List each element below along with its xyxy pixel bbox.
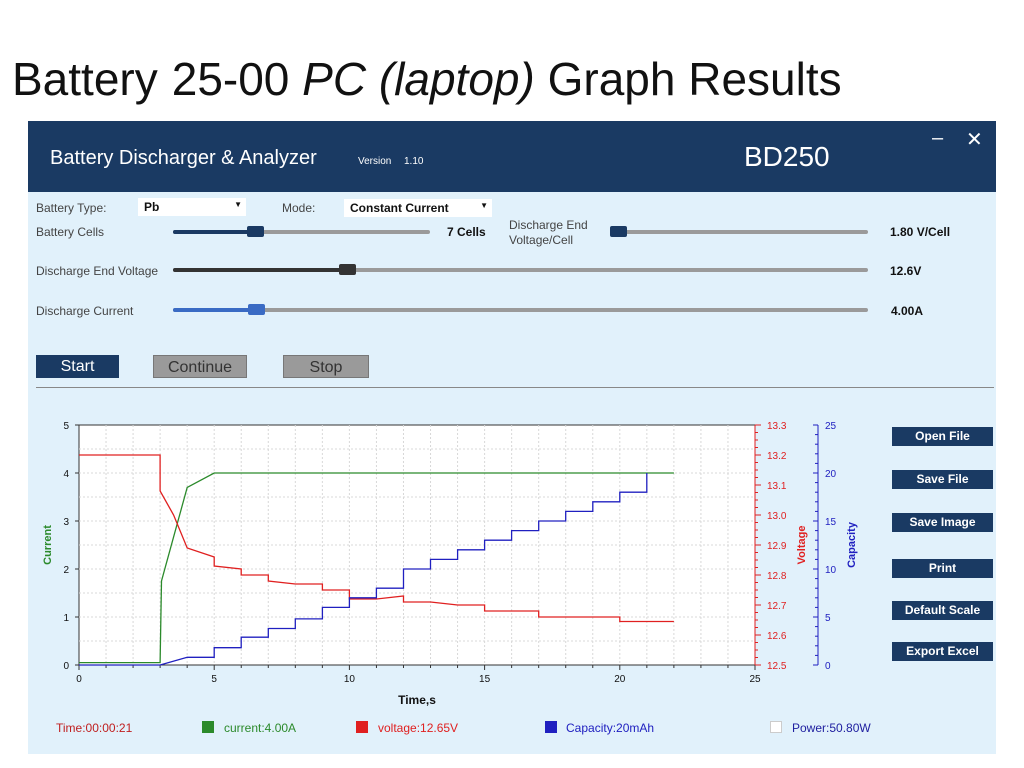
voltage-readout: voltage:12.65V	[378, 721, 459, 735]
title-bar: Battery Discharger & Analyzer Version 1.…	[28, 121, 996, 192]
x-tick-label: 25	[749, 674, 761, 685]
discharge-current-label: Discharge Current	[36, 304, 134, 318]
chart-axes: 0 5 10 15 20 25 0 1 2 3 4 5 12.5 12.6 12.7 12.8 12.9 13.0…	[63, 421, 836, 685]
voltage-tick-label: 13.2	[767, 451, 787, 462]
capacity-tick-label: 15	[825, 517, 837, 528]
x-tick-label: 10	[344, 674, 356, 685]
battery-cells-value: 7 Cells	[447, 225, 486, 239]
voltage-tick-label: 13.0	[767, 511, 787, 522]
time-readout: Time:00:00:21	[56, 721, 133, 735]
capacity-tick-label: 25	[825, 421, 837, 432]
slider-fill	[173, 230, 256, 234]
app-window: Battery Discharger & Analyzer Version 1.…	[28, 121, 996, 754]
battery-type-value: Pb	[144, 200, 160, 214]
version-value: 1.10	[404, 156, 424, 167]
app-name: Battery Discharger & Analyzer	[50, 147, 317, 169]
discharge-current-slider[interactable]	[173, 304, 868, 315]
slider-thumb[interactable]	[248, 304, 266, 315]
voltage-axis-label: Voltage	[796, 526, 808, 565]
current-series-line	[79, 472, 674, 664]
voltage-tick-label: 13.3	[767, 421, 787, 432]
current-tick-label: 3	[63, 517, 69, 528]
capacity-axis-label: Capacity	[846, 521, 858, 568]
capacity-tick-label: 20	[825, 469, 837, 480]
power-readout: Power:50.80W	[792, 721, 871, 735]
capacity-readout: Capacity:20mAh	[566, 721, 655, 735]
mode-select[interactable]: Constant Current ▼	[344, 199, 492, 217]
discharge-current-value: 4.00A	[891, 304, 924, 318]
current-axis-label: Current	[42, 525, 54, 565]
battery-cells-label: Battery Cells	[36, 225, 105, 239]
slide-title-part: Graph Results	[547, 53, 842, 105]
discharge-end-voltage-cell-value: 1.80 V/Cell	[890, 225, 951, 239]
discharge-chart: 0 5 10 15 20 25 0 1 2 3 4 5 12.5 12.6 12.7 12.8 12.9 13.0…	[42, 421, 858, 707]
discharge-end-voltage-cell-slider[interactable]	[610, 226, 868, 237]
slide-title-part: PC (laptop)	[302, 53, 535, 105]
current-tick-label: 2	[63, 565, 69, 576]
model-name: BD250	[744, 141, 830, 172]
current-legend-swatch	[202, 721, 214, 733]
voltage-tick-label: 12.9	[767, 541, 787, 552]
discharge-end-voltage-label: Discharge End Voltage	[36, 264, 159, 278]
discharge-end-voltage-slider[interactable]	[173, 264, 868, 275]
discharge-end-voltage-cell-label: Discharge End	[509, 218, 588, 232]
chart-grid	[78, 424, 756, 666]
open-file-button[interactable]: Open File	[892, 427, 993, 446]
slider-thumb[interactable]	[247, 226, 265, 237]
current-tick-label: 4	[63, 469, 69, 480]
voltage-tick-label: 13.1	[767, 481, 787, 492]
discharge-end-voltage-cell-label-2: Voltage/Cell	[509, 233, 574, 247]
x-tick-label: 15	[479, 674, 491, 685]
default-scale-button[interactable]: Default Scale	[892, 601, 993, 620]
mode-value: Constant Current	[350, 201, 449, 215]
start-button[interactable]: Start	[36, 355, 119, 378]
voltage-tick-label: 12.8	[767, 571, 787, 582]
voltage-tick-label: 12.6	[767, 631, 787, 642]
x-tick-label: 5	[211, 674, 217, 685]
slider-thumb[interactable]	[610, 226, 627, 237]
divider	[36, 387, 994, 388]
voltage-tick-label: 12.5	[767, 661, 787, 672]
print-button[interactable]: Print	[892, 559, 993, 578]
slide-title-part: 25-00	[171, 53, 290, 105]
save-file-button[interactable]: Save File	[892, 470, 993, 489]
x-tick-label: 0	[76, 674, 82, 685]
capacity-tick-label: 5	[825, 613, 831, 624]
version-label: Version	[358, 156, 392, 167]
slide-title: Battery 25-00 PC (laptop) Graph Results	[12, 52, 842, 106]
current-tick-label: 5	[63, 421, 69, 432]
capacity-series-line	[79, 473, 648, 666]
current-readout: current:4.00A	[224, 721, 297, 735]
mode-label: Mode:	[282, 201, 316, 215]
save-image-button[interactable]: Save Image	[892, 513, 993, 532]
chart-series	[79, 454, 674, 666]
slide-title-part: Battery	[12, 53, 158, 105]
slider-fill	[173, 308, 257, 312]
dropdown-arrow-icon: ▼	[480, 201, 488, 210]
slider-fill	[173, 268, 347, 272]
power-legend-swatch	[770, 721, 782, 733]
continue-button[interactable]: Continue	[153, 355, 247, 378]
battery-type-label: Battery Type:	[36, 201, 107, 215]
current-tick-label: 1	[63, 613, 69, 624]
dropdown-arrow-icon: ▼	[234, 200, 242, 209]
voltage-legend-swatch	[356, 721, 368, 733]
minimize-button[interactable]: –	[932, 127, 944, 149]
slider-thumb[interactable]	[338, 264, 356, 275]
close-button[interactable]: ✕	[966, 129, 983, 151]
capacity-tick-label: 10	[825, 565, 837, 576]
battery-cells-slider[interactable]	[173, 226, 430, 237]
export-excel-button[interactable]: Export Excel	[892, 642, 993, 661]
voltage-tick-label: 12.7	[767, 601, 787, 612]
x-axis-label: Time,s	[398, 693, 436, 707]
current-tick-label: 0	[63, 661, 69, 672]
discharge-end-voltage-value: 12.6V	[890, 264, 922, 278]
x-tick-label: 20	[614, 674, 626, 685]
stop-button[interactable]: Stop	[283, 355, 369, 378]
capacity-legend-swatch	[545, 721, 557, 733]
battery-type-select[interactable]: Pb ▼	[138, 198, 246, 216]
capacity-tick-label: 0	[825, 661, 831, 672]
